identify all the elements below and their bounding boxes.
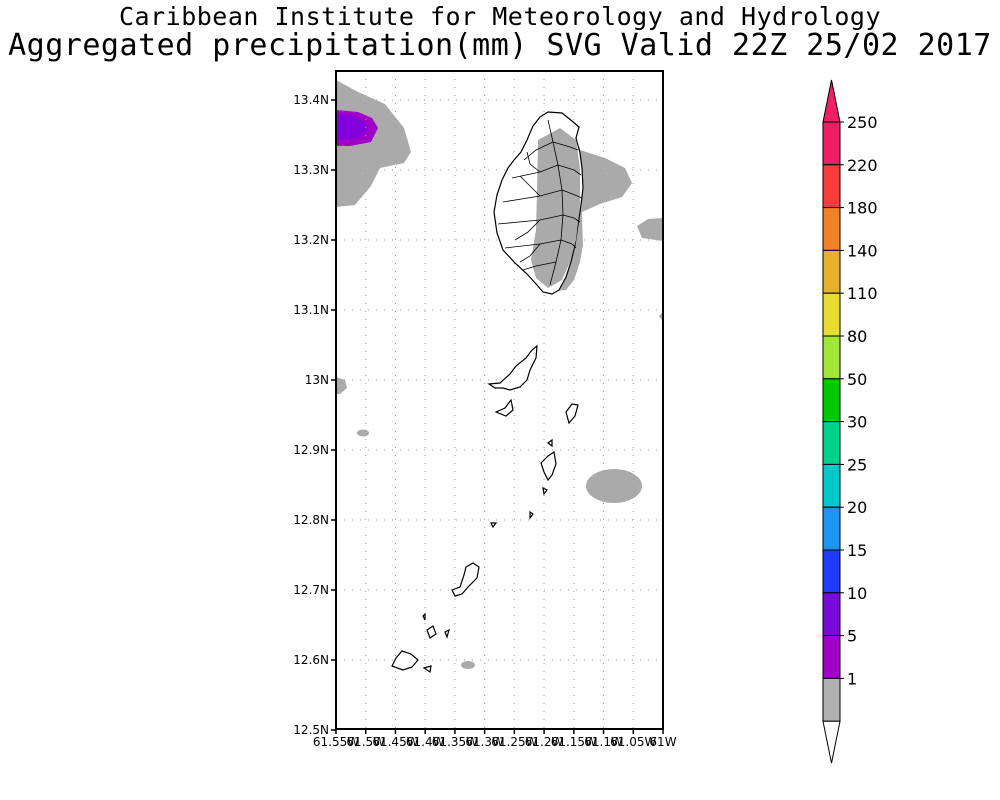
colorbar-legend: 250 220 180 140 110 80 50 30 25 20 15 10 5 1	[822, 79, 878, 764]
colorbar-label: 250	[847, 113, 878, 132]
lon-tick-label: 61.3W	[465, 735, 504, 749]
colorbar-label: 50	[847, 370, 867, 389]
lat-tick-label: 12.9N	[293, 443, 329, 457]
islet-3	[542, 486, 548, 496]
colorbar-bin	[822, 164, 841, 209]
colorbar-label: 20	[847, 498, 867, 517]
colorbar-bin	[822, 292, 841, 337]
colorbar-bin	[822, 677, 841, 722]
lon-tick-label: 61.5W	[346, 735, 385, 749]
lat-tick-label: 13.3N	[293, 163, 329, 177]
islet-8	[444, 628, 450, 639]
colorbar-bin	[822, 549, 841, 594]
colorbar-label: 25	[847, 455, 867, 474]
lon-tick-label: 61.55W	[313, 735, 359, 749]
colorbar-bin	[822, 378, 841, 423]
lat-tick-label: 12.8N	[293, 513, 329, 527]
st-vincent-watersheds	[497, 119, 583, 286]
lon-tick-label: 61W	[649, 735, 676, 749]
precip-area-1mm-island-east	[580, 150, 632, 212]
colorbar-bin	[822, 121, 841, 166]
precip-area-1mm-west-2	[357, 429, 369, 437]
precip-area-10mm-northwest	[336, 114, 367, 140]
colorbar-bin	[822, 335, 841, 380]
islet-7	[422, 665, 432, 674]
grid-lines	[336, 71, 663, 729]
lat-tick-label: 12.6N	[293, 653, 329, 667]
precip-area-1mm-east-edge	[637, 218, 663, 241]
precip-area-1mm-south	[461, 661, 475, 669]
colorbar-bin	[822, 635, 841, 679]
chart-title-line1: Caribbean Institute for Meteorology and …	[118, 2, 881, 31]
lat-tick-label: 13N	[305, 373, 329, 387]
lon-tick-label: 61.05W	[610, 735, 656, 749]
lat-tick-label: 12.7N	[293, 583, 329, 597]
lon-tick-label: 61.4W	[406, 735, 445, 749]
colorbar-label: 220	[847, 156, 878, 175]
union-island-coastline	[451, 562, 480, 597]
colorbar-label: 1	[847, 669, 857, 688]
colorbar-label: 10	[847, 584, 867, 603]
islands	[391, 111, 584, 674]
colorbar-bin	[822, 207, 841, 251]
islet-2	[547, 438, 553, 448]
colorbar-bin	[822, 249, 841, 294]
lat-tick-label: 13.1N	[293, 303, 329, 317]
lon-tick-label: 61.15W	[551, 735, 597, 749]
islet-9	[422, 612, 426, 621]
colorbar-label: 5	[847, 627, 857, 646]
colorbar-label: 30	[847, 413, 867, 432]
colorbar-label: 180	[847, 199, 878, 218]
islet-5	[529, 510, 534, 520]
lon-tick-label: 61.35W	[432, 735, 478, 749]
colorbar-top-arrow	[822, 79, 841, 123]
colorbar-bin	[822, 506, 841, 551]
colorbar-label: 140	[847, 241, 878, 260]
mustique-coastline	[565, 403, 579, 425]
colorbar-bottom-arrow	[822, 720, 841, 764]
plot-frame	[335, 70, 664, 730]
islet-1	[494, 398, 514, 417]
colorbar-label: 15	[847, 541, 867, 560]
longitude-axis: 61.55W61.5W61.45W61.4W61.35W61.3W61.25W6…	[313, 729, 677, 749]
colorbar-label: 110	[847, 284, 878, 303]
colorbar-bin	[822, 421, 841, 465]
lat-tick-label: 13.4N	[293, 93, 329, 107]
canouan-coastline	[540, 450, 557, 482]
lat-tick-label: 12.5N	[293, 723, 329, 737]
latitude-axis: 13.4N 13.3N 13.2N 13.1N 13N 12.9N 12.8N 12.7N 12…	[293, 93, 336, 737]
islet-6	[426, 625, 437, 639]
colorbar-bin	[822, 592, 841, 637]
bequia-coastline	[487, 344, 538, 391]
lat-tick-label: 13.2N	[293, 233, 329, 247]
lon-tick-label: 61.2W	[525, 735, 564, 749]
islet-4	[490, 522, 498, 529]
precip-area-1mm-west-1	[336, 377, 347, 394]
chart-title-line2: Aggregated precipitation(mm) SVG Valid 2…	[8, 28, 992, 63]
precip-area-1mm-southeast	[586, 469, 642, 503]
colorbar-bin	[822, 463, 841, 508]
lon-tick-label: 61.25W	[491, 735, 537, 749]
carriacou-coastline	[391, 650, 419, 671]
lon-tick-label: 61.1W	[584, 735, 623, 749]
colorbar-label: 80	[847, 327, 867, 346]
lon-tick-label: 61.45W	[372, 735, 418, 749]
